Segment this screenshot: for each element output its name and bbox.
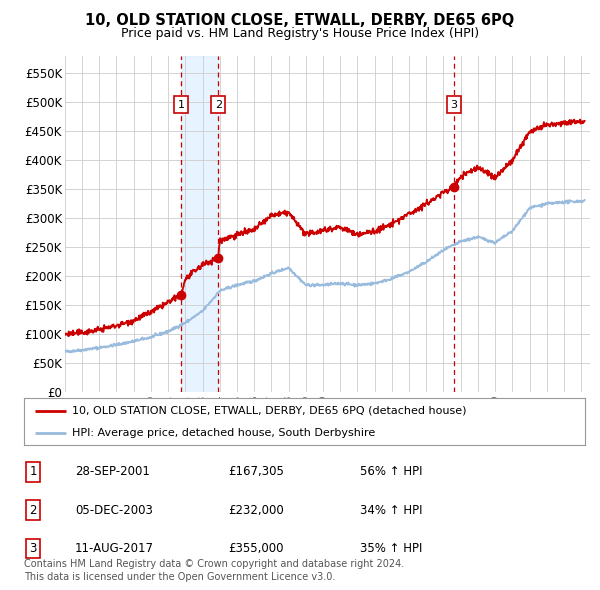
Text: 2: 2 [215, 100, 222, 110]
Text: 1: 1 [178, 100, 184, 110]
Text: This data is licensed under the Open Government Licence v3.0.: This data is licensed under the Open Gov… [24, 572, 335, 582]
Text: 28-SEP-2001: 28-SEP-2001 [75, 465, 150, 478]
Text: 3: 3 [451, 100, 457, 110]
Text: 1: 1 [29, 465, 37, 478]
Text: 35% ↑ HPI: 35% ↑ HPI [360, 542, 422, 555]
Text: 56% ↑ HPI: 56% ↑ HPI [360, 465, 422, 478]
Text: 2: 2 [29, 503, 37, 517]
Text: £232,000: £232,000 [228, 503, 284, 517]
Text: 10, OLD STATION CLOSE, ETWALL, DERBY, DE65 6PQ: 10, OLD STATION CLOSE, ETWALL, DERBY, DE… [85, 13, 515, 28]
Text: 05-DEC-2003: 05-DEC-2003 [75, 503, 153, 517]
Text: £355,000: £355,000 [228, 542, 284, 555]
Text: 3: 3 [29, 542, 37, 555]
Text: Price paid vs. HM Land Registry's House Price Index (HPI): Price paid vs. HM Land Registry's House … [121, 27, 479, 40]
Text: HPI: Average price, detached house, South Derbyshire: HPI: Average price, detached house, Sout… [71, 428, 375, 438]
Text: 11-AUG-2017: 11-AUG-2017 [75, 542, 154, 555]
Bar [181, 56, 218, 392]
Text: Contains HM Land Registry data © Crown copyright and database right 2024.: Contains HM Land Registry data © Crown c… [24, 559, 404, 569]
Text: £167,305: £167,305 [228, 465, 284, 478]
Text: 34% ↑ HPI: 34% ↑ HPI [360, 503, 422, 517]
Text: 10, OLD STATION CLOSE, ETWALL, DERBY, DE65 6PQ (detached house): 10, OLD STATION CLOSE, ETWALL, DERBY, DE… [71, 406, 466, 416]
